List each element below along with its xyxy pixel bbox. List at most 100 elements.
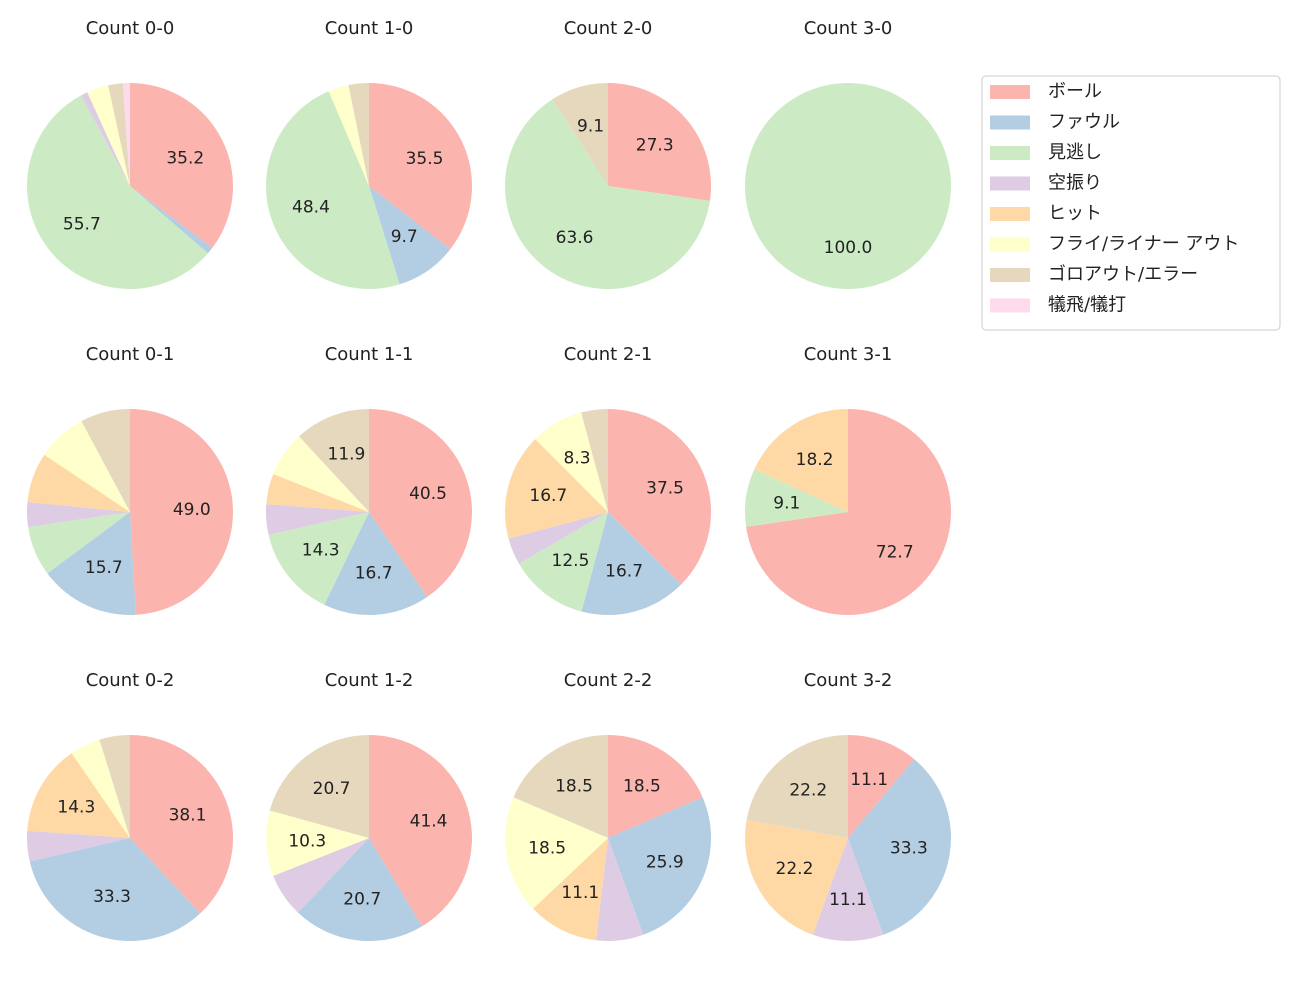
data-label: 9.1 [577, 117, 604, 137]
chart-title: Count 3-2 [804, 670, 893, 691]
pie-slice [581, 512, 682, 616]
pie-slice [812, 838, 884, 941]
pie-slice [348, 83, 369, 186]
pie-slice [29, 838, 201, 941]
data-label: 100.0 [824, 238, 873, 258]
chart-title: Count 0-2 [86, 670, 175, 691]
pie-slice [266, 810, 369, 876]
data-label: 33.3 [93, 887, 131, 907]
pie-slice [533, 838, 608, 941]
data-label: 37.5 [646, 478, 684, 498]
data-label: 35.5 [406, 149, 444, 169]
data-label: 18.5 [555, 776, 593, 796]
pie-slice [273, 838, 369, 913]
data-label: 33.3 [890, 839, 928, 859]
legend-swatch [990, 85, 1030, 99]
pie-slice [505, 797, 608, 909]
chart-title: Count 0-0 [86, 18, 175, 39]
legend-box [981, 75, 1281, 331]
pie-slice [608, 797, 711, 935]
legend-swatch [990, 176, 1030, 191]
pie-slice [745, 83, 951, 289]
data-label: 11.1 [850, 770, 888, 790]
data-label: 18.2 [796, 450, 834, 470]
pie-slice [130, 83, 234, 248]
data-label: 9.7 [391, 227, 418, 247]
legend-swatch [990, 207, 1030, 221]
legend-label: ゴロアウト/エラー [1048, 264, 1198, 285]
data-label: 16.7 [605, 562, 643, 582]
pie-slice [28, 512, 130, 574]
data-label: 55.7 [63, 215, 101, 235]
data-label: 40.5 [409, 484, 447, 504]
data-label: 41.4 [410, 812, 448, 832]
pie-slice [268, 512, 369, 605]
legend-swatch [990, 115, 1030, 130]
data-label: 22.2 [789, 781, 827, 801]
pie-slice [328, 85, 369, 186]
pie-slice [130, 735, 234, 914]
pie-slice [273, 436, 369, 512]
data-label: 18.5 [528, 839, 566, 859]
data-label: 11.1 [561, 883, 599, 903]
pie-slice [47, 512, 136, 615]
data-label: 48.4 [292, 197, 330, 217]
pie-slice [369, 735, 473, 927]
data-label: 49.0 [173, 500, 211, 520]
pie-slice [266, 91, 400, 289]
pie-slice [745, 820, 848, 935]
legend-swatch [990, 237, 1030, 252]
pie-slice [744, 469, 848, 527]
pie-slice [87, 85, 130, 186]
pie-slice [608, 83, 711, 201]
chart-title: Count 1-2 [325, 670, 414, 691]
legend-label: ボール [1048, 81, 1102, 102]
pie-slice [608, 735, 703, 838]
pie-slice [746, 409, 952, 615]
pie-slice [266, 473, 369, 512]
data-label: 20.7 [313, 779, 351, 799]
pie-slice [108, 83, 130, 186]
pie-slice [581, 409, 608, 512]
data-label: 35.2 [166, 148, 204, 168]
pie-slice [26, 501, 130, 528]
pie-slice [746, 735, 848, 838]
pie-slice [269, 735, 369, 838]
pie-slice [848, 759, 952, 935]
pie-slice [130, 186, 213, 254]
pie-slice [848, 735, 915, 838]
data-label: 16.7 [355, 564, 393, 584]
data-label: 25.9 [646, 852, 684, 872]
chart-title: Count 2-2 [564, 670, 653, 691]
legend-label: 犠飛/犠打 [1048, 295, 1126, 316]
chart-title: Count 2-1 [564, 344, 653, 365]
data-label: 63.6 [556, 228, 594, 248]
legend-label: 見逃し [1048, 142, 1102, 163]
pie-slice [299, 409, 369, 512]
pie-slice [130, 409, 234, 615]
legend-label: ファウル [1048, 112, 1120, 133]
data-label: 20.7 [343, 889, 381, 909]
data-label: 27.3 [636, 136, 674, 156]
data-label: 11.9 [328, 444, 366, 464]
chart-title: Count 1-0 [325, 18, 414, 39]
pie-slice [608, 409, 712, 585]
pie-slice [508, 512, 608, 564]
pie-slice [596, 838, 644, 942]
pie-slice [80, 92, 130, 186]
pie-slice [504, 439, 608, 539]
legend-swatch [990, 298, 1030, 313]
legend-label: フライ/ライナー アウト [1048, 234, 1239, 255]
pie-slice [26, 95, 208, 290]
pie-slice [27, 753, 130, 838]
pie-slice [266, 504, 369, 535]
pie-slice [513, 735, 608, 838]
pie-slice [518, 512, 608, 612]
legend-label: ヒット [1048, 203, 1102, 224]
legend-swatch [990, 268, 1030, 282]
data-label: 9.1 [773, 493, 800, 513]
chart-title: Count 0-1 [86, 344, 175, 365]
pie-slice [504, 99, 710, 290]
